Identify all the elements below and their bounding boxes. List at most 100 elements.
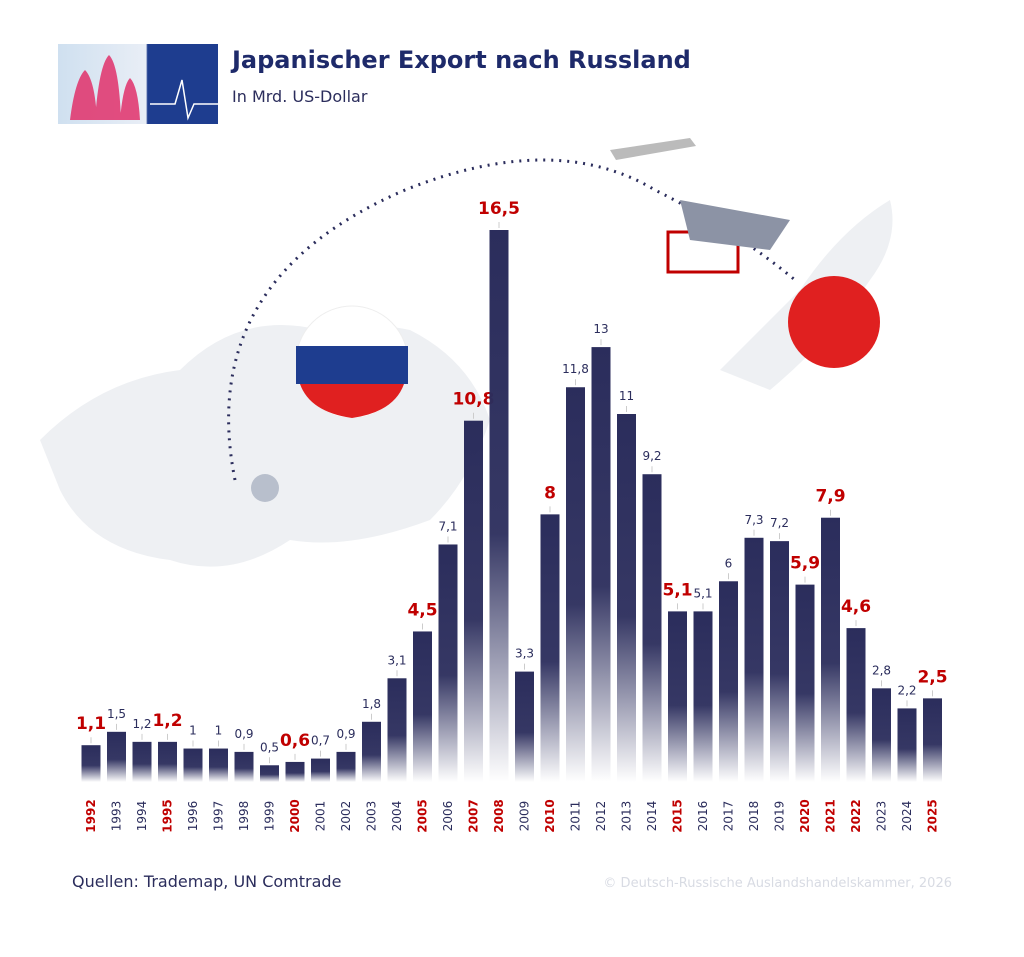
bar [183, 748, 203, 782]
bar [209, 748, 228, 782]
bar [668, 611, 687, 782]
x-tick-label: 2023 [875, 801, 889, 832]
bar [464, 420, 483, 782]
value-label: 1,2 [132, 717, 151, 731]
bar [489, 230, 509, 782]
value-label: 1,8 [362, 697, 381, 711]
x-tick-label: 1998 [237, 801, 251, 832]
bar [107, 731, 126, 782]
value-label: 0,7 [311, 734, 330, 748]
x-tick-label: 2025 [926, 799, 940, 832]
x-tick-label: 2016 [696, 801, 710, 832]
source: Quellen: Trademap, UN Comtrade [72, 872, 341, 891]
value-label: 3,1 [387, 653, 406, 667]
x-tick-label: 2011 [569, 801, 583, 832]
value-label: 7,9 [815, 487, 845, 507]
bar [923, 698, 942, 782]
x-tick-label: 2004 [390, 801, 404, 832]
bar [540, 514, 560, 782]
x-tick-label: 1993 [110, 801, 124, 832]
value-label: 1,5 [107, 707, 126, 721]
value-label: 5,9 [790, 554, 820, 574]
x-tick-label: 1995 [161, 799, 175, 832]
decoration [40, 44, 893, 567]
x-tick-label: 2015 [671, 799, 685, 832]
value-label: 7,3 [744, 513, 763, 527]
value-label: 1 [215, 724, 223, 738]
bar [311, 758, 330, 782]
value-label: 11,8 [562, 362, 589, 376]
value-label: 2,8 [872, 663, 891, 677]
bar [719, 581, 738, 782]
bar [897, 708, 917, 782]
value-label: 0,6 [280, 731, 310, 751]
value-label: 0,5 [260, 740, 279, 754]
x-tick-label: 1992 [84, 799, 98, 832]
bar [872, 688, 891, 782]
bar [642, 474, 662, 782]
value-label: 1,2 [152, 711, 182, 731]
x-tick-label: 2018 [747, 801, 761, 832]
x-tick-label: 1999 [263, 801, 277, 832]
bar [158, 741, 177, 782]
x-tick-label: 2005 [416, 799, 430, 832]
value-label: 2,5 [917, 667, 947, 687]
x-tick-label: 2009 [518, 801, 532, 832]
bar [693, 611, 713, 782]
value-label: 11 [619, 389, 634, 403]
value-label: 1 [189, 724, 197, 738]
x-tick-label: 2002 [339, 801, 353, 832]
value-label: 5,1 [662, 580, 692, 600]
bar [617, 414, 636, 782]
x-tick-label: 2007 [467, 799, 481, 832]
x-tick-label: 2024 [900, 801, 914, 832]
bar [285, 761, 305, 782]
x-tick-label: 2012 [594, 801, 608, 832]
bar [591, 347, 611, 782]
value-label: 1,1 [76, 714, 106, 734]
bar [81, 745, 101, 782]
x-tick-label: 1994 [135, 801, 149, 832]
value-label: 4,6 [841, 597, 871, 617]
x-tick-label: 2010 [543, 799, 557, 832]
bar [821, 517, 840, 782]
bar [744, 537, 764, 782]
value-label: 5,1 [693, 586, 712, 600]
x-tick-label: 2021 [824, 799, 838, 832]
chart-subtitle: In Mrd. US-Dollar [232, 87, 368, 106]
value-label: 16,5 [478, 199, 520, 219]
value-label: 0,9 [336, 727, 355, 741]
copyright: © Deutsch-Russische Auslandshandelskamme… [603, 876, 952, 891]
bar [260, 765, 279, 782]
value-label: 0,9 [234, 727, 253, 741]
x-tick-label: 2017 [722, 801, 736, 832]
value-label: 2,2 [897, 683, 916, 697]
x-tick-label: 1996 [186, 801, 200, 832]
x-tick-label: 2001 [314, 801, 328, 832]
bar [566, 387, 585, 782]
bar [387, 678, 407, 782]
x-tick-label: 2019 [773, 801, 787, 832]
bar [515, 671, 534, 782]
x-tick-label: 1997 [212, 801, 226, 832]
x-tick-label: 2008 [492, 799, 506, 832]
value-label: 4,5 [407, 600, 437, 620]
x-tick-label: 2022 [849, 799, 863, 832]
value-label: 3,3 [515, 647, 534, 661]
x-tick-label: 2013 [620, 801, 634, 832]
bar [234, 751, 254, 782]
bar [132, 741, 152, 782]
bar [846, 628, 866, 782]
x-tick-label: 2006 [441, 801, 455, 832]
bar [770, 541, 789, 782]
value-label: 6 [725, 556, 733, 570]
chart-title: Japanischer Export nach Russland [230, 46, 691, 74]
bar [438, 544, 458, 782]
bar [362, 721, 381, 782]
value-label: 7,2 [770, 516, 789, 530]
value-label: 13 [593, 322, 608, 336]
x-tick-label: 2000 [288, 799, 302, 832]
value-label: 8 [544, 483, 556, 503]
x-tick-label: 2003 [365, 801, 379, 832]
